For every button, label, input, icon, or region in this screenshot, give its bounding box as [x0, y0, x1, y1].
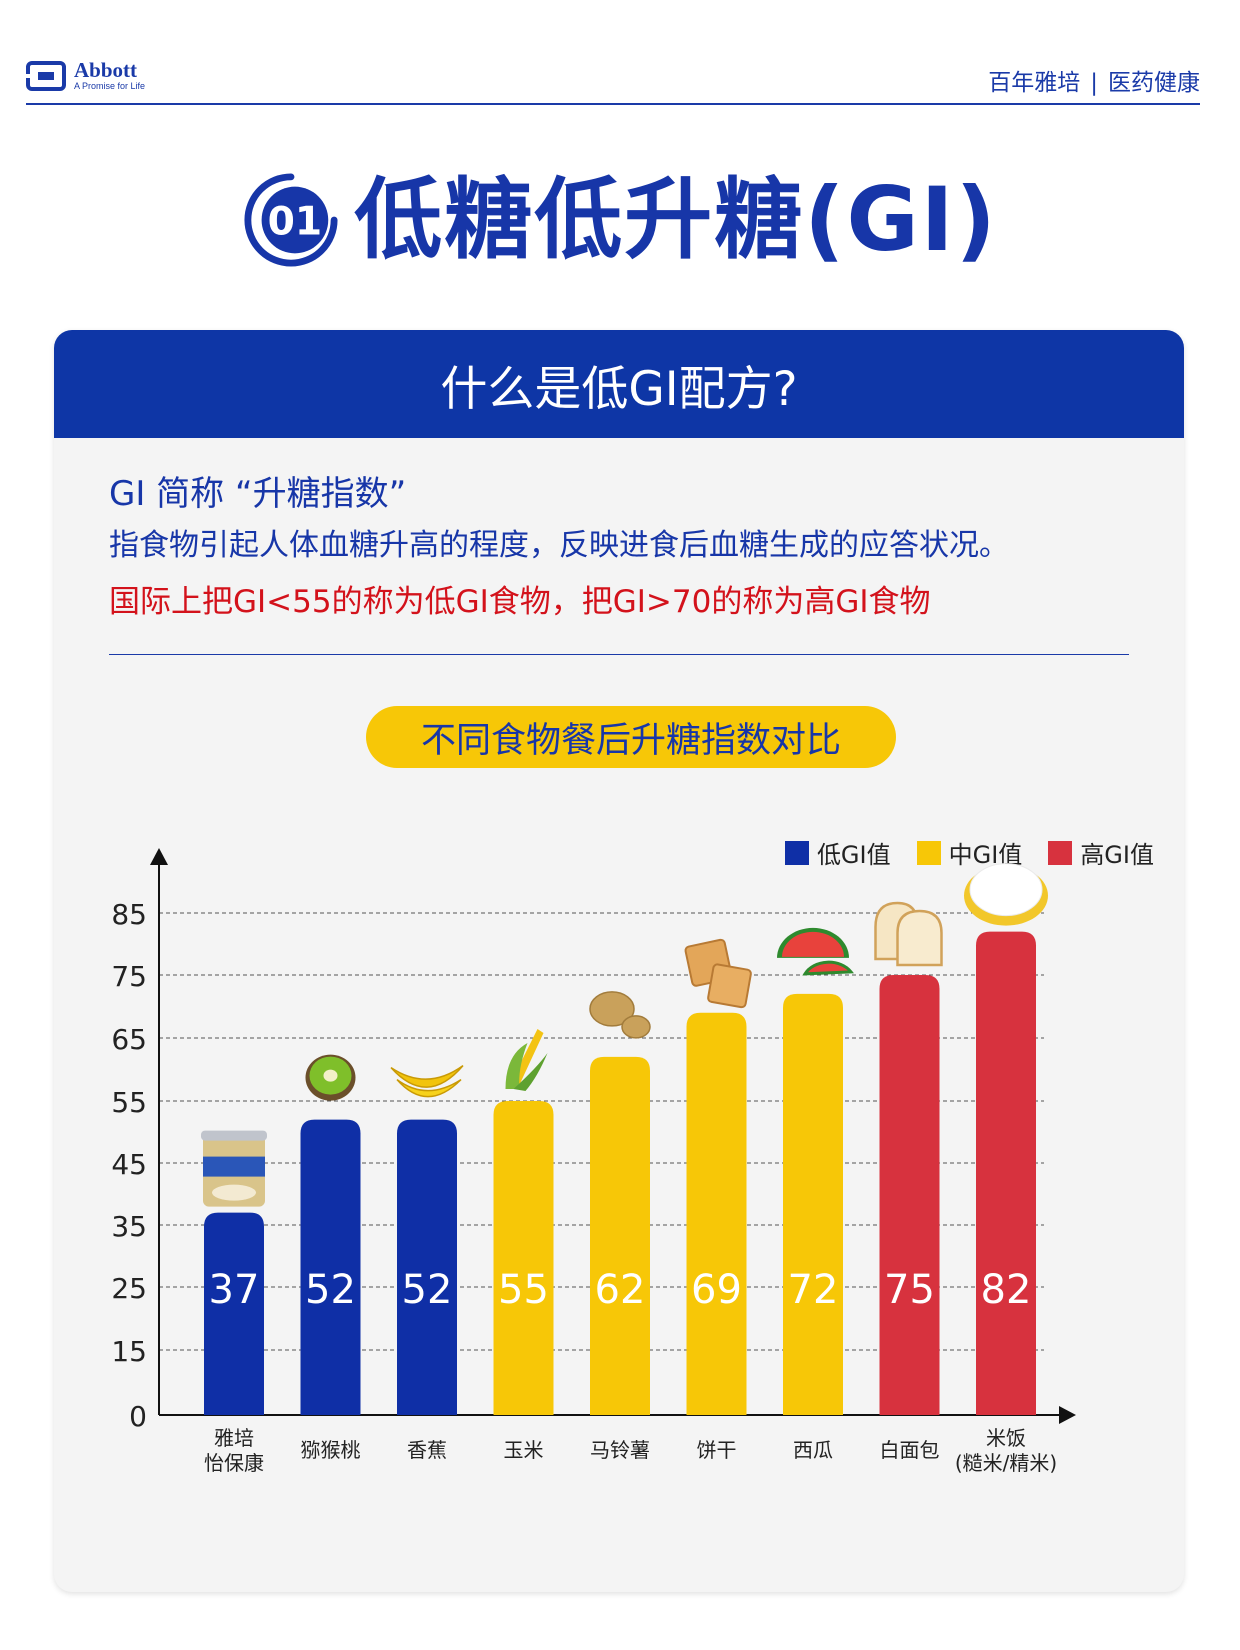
legend-item-low: 低GI值 [784, 835, 891, 870]
x-tick-label: 怡保康 [204, 1451, 264, 1475]
white-bread-icon [874, 901, 943, 967]
data-label: 37 [209, 1267, 260, 1313]
watermelon-icon [777, 927, 854, 976]
y-tick-label: 15 [111, 1335, 147, 1368]
x-tick-label: 香蕉 [407, 1438, 447, 1462]
data-label: 52 [305, 1267, 356, 1313]
section-number: 01 [268, 200, 323, 245]
logo-name: Abbott [74, 58, 138, 82]
data-label: 55 [498, 1267, 549, 1313]
legend-swatch-low [784, 840, 809, 865]
page-title: 低糖低升糖(GI) [354, 168, 998, 271]
legend-label-high: 高GI值 [1080, 841, 1154, 869]
x-tick-label: 饼干 [697, 1438, 737, 1462]
gi-standard: 国际上把GI<55的称为低GI食物，把GI>70的称为高GI食物 [109, 584, 931, 620]
slogan-right: 医药健康 [1108, 70, 1200, 96]
x-axis-arrow [1059, 1406, 1076, 1424]
gi-term: GI 简称 “升糖指数” [109, 474, 407, 514]
section-title: 01 低糖低升糖(GI) [0, 160, 1240, 280]
data-label: 82 [981, 1267, 1032, 1313]
bar [686, 1012, 747, 1415]
gi-definition: 指食物引起人体血糖升高的程度，反映进食后血糖生成的应答状况。 [109, 528, 1009, 563]
y-tick-label: 0 [129, 1400, 147, 1433]
legend-item-high: 高GI值 [1048, 835, 1154, 870]
slogan-separator: | [1090, 70, 1098, 96]
y-tick-label: 35 [111, 1210, 147, 1243]
logo-tagline: A Promise for Life [74, 81, 146, 91]
legend-swatch-mid [916, 840, 941, 865]
y-tick-label: 65 [111, 1023, 147, 1056]
divider [109, 654, 1129, 655]
bar [590, 1056, 650, 1415]
bar [879, 975, 940, 1415]
header-slogan: 百年雅培 | 医药健康 [988, 63, 1200, 97]
page-header: Abbott A Promise for Life 百年雅培 | 医药健康 [26, 55, 1200, 105]
legend-label-low: 低GI值 [816, 841, 891, 869]
legend-swatch-high [1048, 840, 1073, 865]
milk-powder-can-icon [201, 1130, 267, 1207]
abbott-logo-icon [26, 60, 66, 91]
x-tick-label: 马铃薯 [590, 1438, 650, 1462]
card-heading: 什么是低GI配方? [54, 330, 1184, 438]
y-tick-label: 45 [111, 1148, 147, 1181]
banana-icon [390, 1064, 464, 1098]
bar [783, 993, 843, 1415]
y-tick-label: 85 [111, 898, 147, 931]
y-axis-arrow [150, 848, 168, 865]
x-tick-label: 雅培 [214, 1426, 254, 1450]
x-tick-label: 米饭 [986, 1426, 1026, 1450]
y-tick-label: 55 [111, 1086, 147, 1119]
data-label: 62 [595, 1267, 646, 1313]
data-label: 52 [402, 1267, 453, 1313]
x-tick-label: 猕猴桃 [301, 1438, 361, 1462]
bar [493, 1101, 554, 1415]
bar [300, 1119, 361, 1415]
x-tick-label: 白面包 [880, 1438, 940, 1462]
abbott-logo: Abbott A Promise for Life [26, 59, 145, 92]
biscuit-icon [684, 938, 752, 1009]
bar [397, 1119, 457, 1415]
x-tick-label: (糙米/精米) [955, 1451, 1057, 1475]
gi-info-card: 什么是低GI配方? GI 简称 “升糖指数” 指食物引起人体血糖升高的程度，反映… [54, 330, 1184, 1592]
slogan-left: 百年雅培 [988, 70, 1081, 96]
x-tick-label: 玉米 [504, 1438, 544, 1462]
y-tick-label: 75 [111, 960, 147, 993]
rice-bowl-icon [964, 863, 1048, 926]
data-label: 75 [884, 1267, 935, 1313]
chart-caption: 不同食物餐后升糖指数对比 [366, 706, 896, 768]
chart-legend: 低GI值 中GI值 高GI值 [784, 835, 1154, 870]
x-tick-label: 西瓜 [793, 1438, 833, 1462]
corn-icon [505, 1029, 548, 1091]
potato-icon [589, 991, 651, 1039]
kiwi-icon [305, 1054, 356, 1101]
section-number-badge: 01 [244, 173, 338, 267]
data-label: 69 [691, 1267, 742, 1313]
data-label: 72 [788, 1267, 839, 1313]
bar [204, 1212, 264, 1415]
bar [976, 931, 1036, 1415]
y-tick-label: 25 [111, 1272, 147, 1305]
